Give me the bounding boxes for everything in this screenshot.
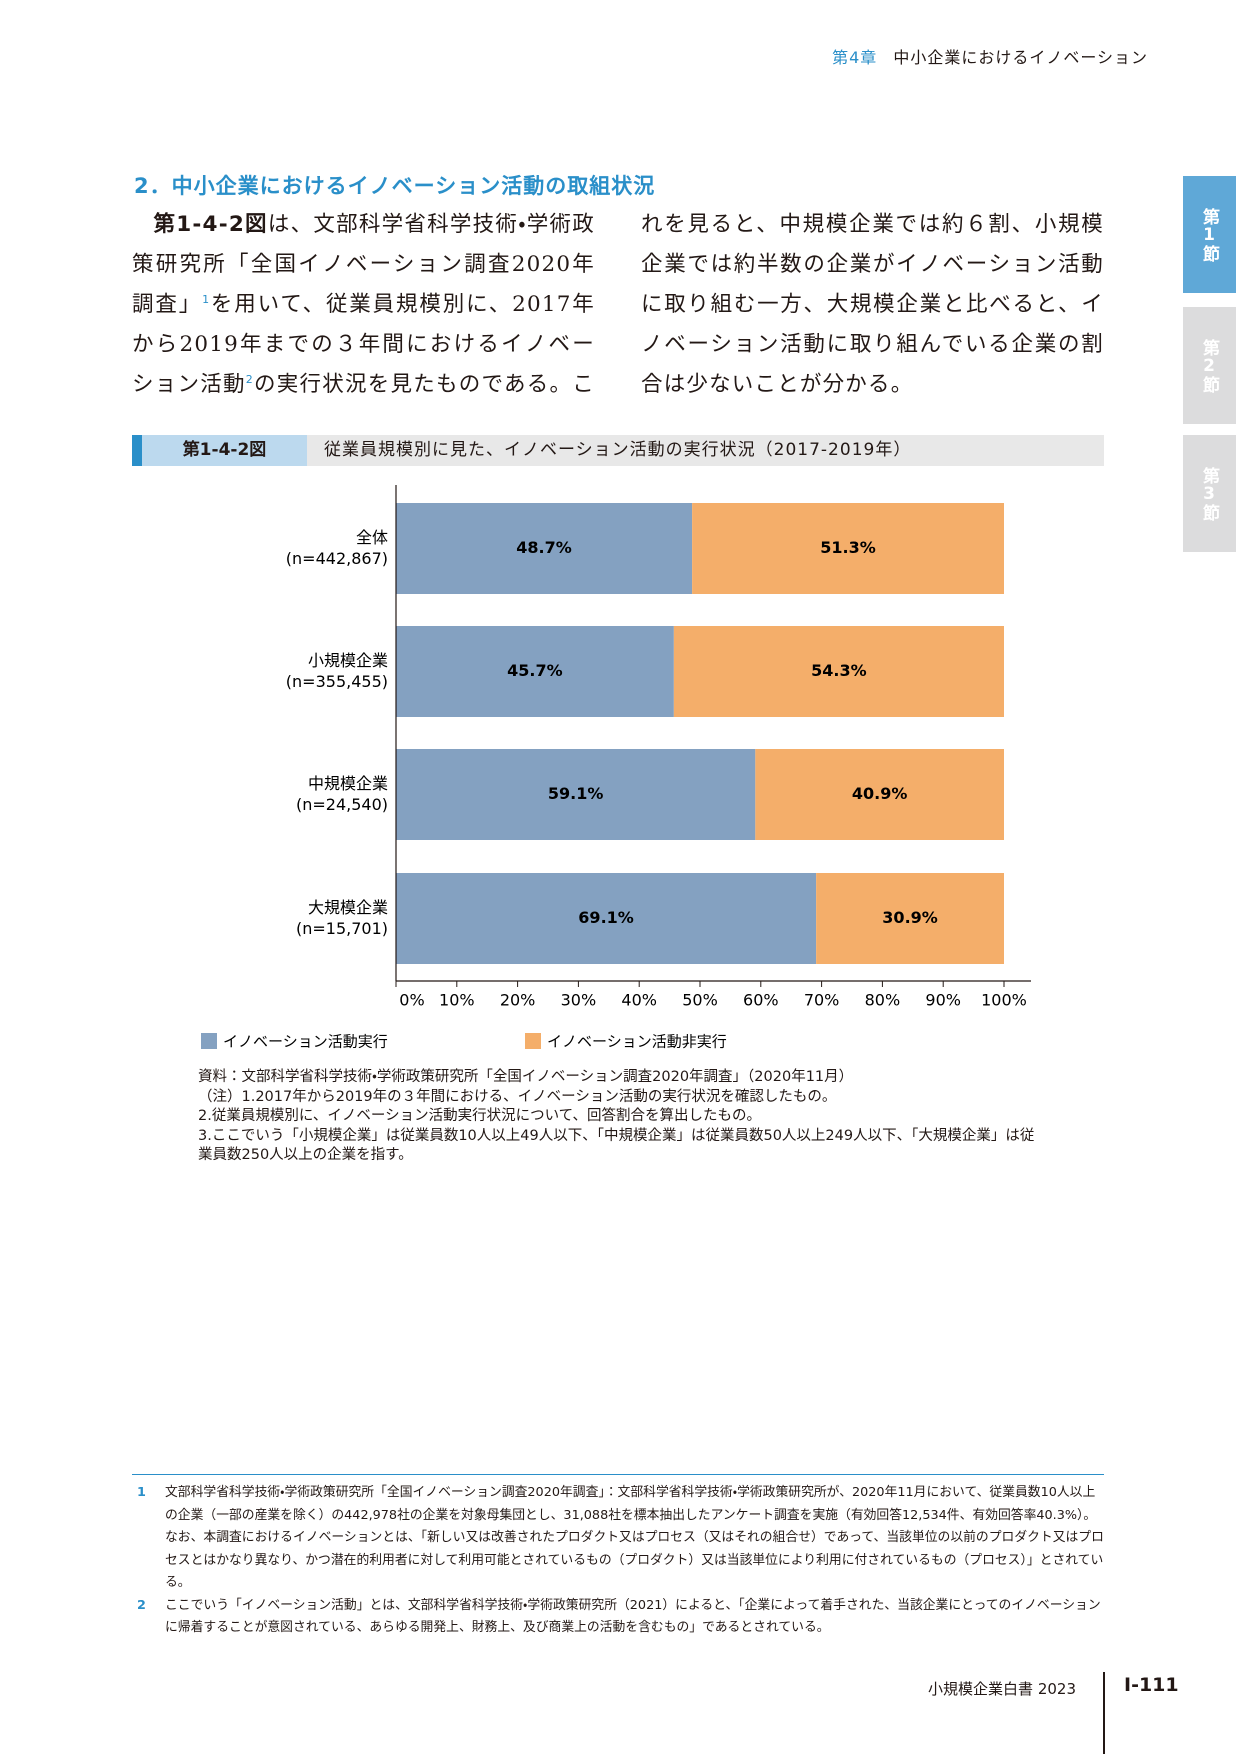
- legend-swatch: [525, 1033, 541, 1049]
- note-line: （注）1.2017年から2019年の３年間における、イノベーション活動の実行状況…: [198, 1088, 837, 1105]
- footnote-rule: [132, 1474, 1104, 1475]
- bar-segment: [396, 503, 693, 594]
- section-heading: 2．中小企業におけるイノベーション活動の取組状況: [134, 174, 656, 198]
- footnote-ref: 1: [202, 292, 211, 306]
- bar-segment: [396, 749, 756, 840]
- value-label: 51.3%: [820, 538, 876, 557]
- chart: 全体 (n=442,867) 48.7% 51.3% 小規模企業 (n=355,455) 4…: [201, 485, 1031, 1051]
- category-label: 小規模企業: [308, 651, 388, 670]
- page-number: Ⅰ-111: [1124, 1674, 1179, 1696]
- x-tick-label: 20%: [500, 991, 536, 1010]
- figure-title-bar: 第1-4-2図 従業員規模別に見た、イノベーション活動の実行状況（2017-201…: [132, 435, 1104, 466]
- footnote-text: ここでいう「イノベーション活動」とは、文部科学省科学技術・学術政策研究所（202…: [165, 1597, 1101, 1636]
- x-tick-label: 30%: [561, 991, 597, 1010]
- body-text: 第1-4-2図は、文部科学省科学技術・学術政策研究所「全国イノベーション調査20…: [132, 205, 1104, 405]
- text-run: 第1-4-2図: [153, 212, 268, 237]
- footnote-text: 文部科学省科学技術・学術政策研究所「全国イノベーション調査2020年調査」：文部…: [165, 1485, 1104, 1590]
- value-label: 54.3%: [811, 661, 867, 680]
- value-label: 40.9%: [852, 784, 908, 803]
- x-tick-label: 90%: [925, 991, 961, 1010]
- legend-label: イノベーション活動実行: [223, 1033, 388, 1051]
- value-label: 59.1%: [548, 784, 604, 803]
- section-tab[interactable]: 第3節: [1183, 435, 1236, 552]
- section-tab[interactable]: 第2節: [1183, 307, 1236, 424]
- x-tick-label: 70%: [804, 991, 840, 1010]
- value-label: 69.1%: [578, 908, 634, 927]
- text-run: は、文部科学省科学技術・学術政策研究所「全国イノベーション調査2020年調査」: [132, 212, 595, 317]
- x-tick-label: 100%: [981, 991, 1027, 1010]
- text-run: の実行状況を見たものである。これを見ると、中規模企業では約６割、小規模企業では約…: [253, 212, 1104, 397]
- category-label: (n=355,455): [286, 672, 388, 691]
- x-tick-label: 10%: [439, 991, 475, 1010]
- note-line: 2.従業員規模別に、イノベーション活動実行状況について、回答割合を算出したもの。: [198, 1108, 761, 1124]
- legend-swatch: [201, 1033, 217, 1049]
- chapter: 第4章: [832, 48, 878, 67]
- text-run: を用いて、従業員規模別に、2017年から2019年までの３年間におけるイノベーシ…: [132, 292, 595, 397]
- footnote: 2 ここでいう「イノベーション活動」とは、文部科学省科学技術・学術政策研究所（20…: [132, 1595, 1104, 1640]
- bar-segment: [396, 873, 817, 964]
- x-tick-label: 40%: [621, 991, 657, 1010]
- section-tab[interactable]: 第1節: [1183, 176, 1236, 293]
- legend-label: イノベーション活動非実行: [547, 1033, 727, 1051]
- category-label: (n=15,701): [296, 919, 388, 938]
- bar-segment: [692, 503, 1004, 594]
- category-label: (n=24,540): [296, 795, 388, 814]
- bar-segment: [755, 749, 1004, 840]
- category-label: (n=442,867): [286, 549, 388, 568]
- running-header: 第4章 中小企業におけるイノベーション: [832, 44, 1148, 68]
- value-label: 45.7%: [507, 661, 563, 680]
- notes: 資料：文部科学省科学技術・学術政策研究所「全国イノベーション調査2020年調査」…: [198, 1068, 1038, 1166]
- value-label: 30.9%: [882, 908, 938, 927]
- bar-segment: [816, 873, 1004, 964]
- value-label: 48.7%: [516, 538, 572, 557]
- x-tick-label: 80%: [865, 991, 901, 1010]
- category-label: 大規模企業: [308, 898, 388, 917]
- footnote: 1 文部科学省科学技術・学術政策研究所「全国イノベーション調査2020年調査」：文…: [132, 1482, 1104, 1595]
- footnote-number: 1: [137, 1485, 146, 1500]
- category-label: 中規模企業: [308, 774, 388, 793]
- x-tick-label: 60%: [743, 991, 779, 1010]
- footnotes: 1 文部科学省科学技術・学術政策研究所「全国イノベーション調査2020年調査」：文…: [132, 1482, 1104, 1640]
- bar-segment: [673, 626, 1004, 717]
- bar-segment: [396, 626, 674, 717]
- footer-rule: [1103, 1672, 1105, 1754]
- figure-title: 従業員規模別に見た、イノベーション活動の実行状況（2017-2019年）: [324, 440, 912, 460]
- note-line: 3.ここでいう「小規模企業」は従業員数10人以上49人以下、「中規模企業」は従業…: [198, 1127, 1035, 1164]
- chapter-title: 中小企業におけるイノベーション: [893, 48, 1148, 67]
- x-tick-label: 50%: [682, 991, 718, 1010]
- publication: 小規模企業白書 2023: [928, 1680, 1076, 1698]
- figure-number: 第1-4-2図: [142, 435, 307, 466]
- note-line: 資料：文部科学省科学技術・学術政策研究所「全国イノベーション調査2020年調査」…: [198, 1069, 854, 1085]
- footnote-number: 2: [137, 1597, 146, 1613]
- x-tick-label: 0%: [399, 991, 424, 1010]
- footnote-ref: 2: [245, 372, 254, 386]
- category-label: 全体: [356, 528, 388, 547]
